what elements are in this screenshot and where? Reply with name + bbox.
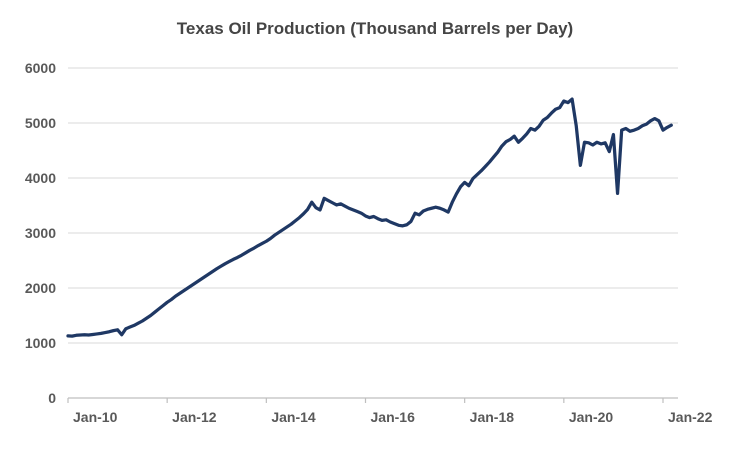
x-axis-tick-label: Jan-18 [470,409,515,425]
y-axis-tick-label: 5000 [25,115,56,131]
y-axis-tick-label: 3000 [25,225,56,241]
y-axis-tick-label: 6000 [25,60,56,76]
gridlines-group [68,67,678,344]
x-axis-tick-label: Jan-10 [73,409,118,425]
y-axis-tick-label: 1000 [25,335,56,351]
series-group [66,97,673,338]
y-axis-tick-label: 2000 [25,280,56,296]
x-axis-tick-label: Jan-14 [271,409,316,425]
chart-title: Texas Oil Production (Thousand Barrels p… [177,19,573,38]
y-axis-tick-label: 4000 [25,170,56,186]
y-axis-labels-group: 0 1000 2000 3000 4000 5000 6000 [25,60,56,406]
x-axis-tick-label: Jan-20 [569,409,614,425]
production-line-series [66,97,673,338]
x-axis-labels-group: Jan-10 Jan-12 Jan-14 Jan-16 Jan-18 Jan-20 Jan-… [73,409,713,425]
axes-group [67,397,678,403]
y-axis-tick-label: 0 [48,390,56,406]
x-axis-tick-label: Jan-16 [371,409,416,425]
x-axis-tick-label: Jan-22 [668,409,713,425]
x-axis-tick-label: Jan-12 [172,409,217,425]
